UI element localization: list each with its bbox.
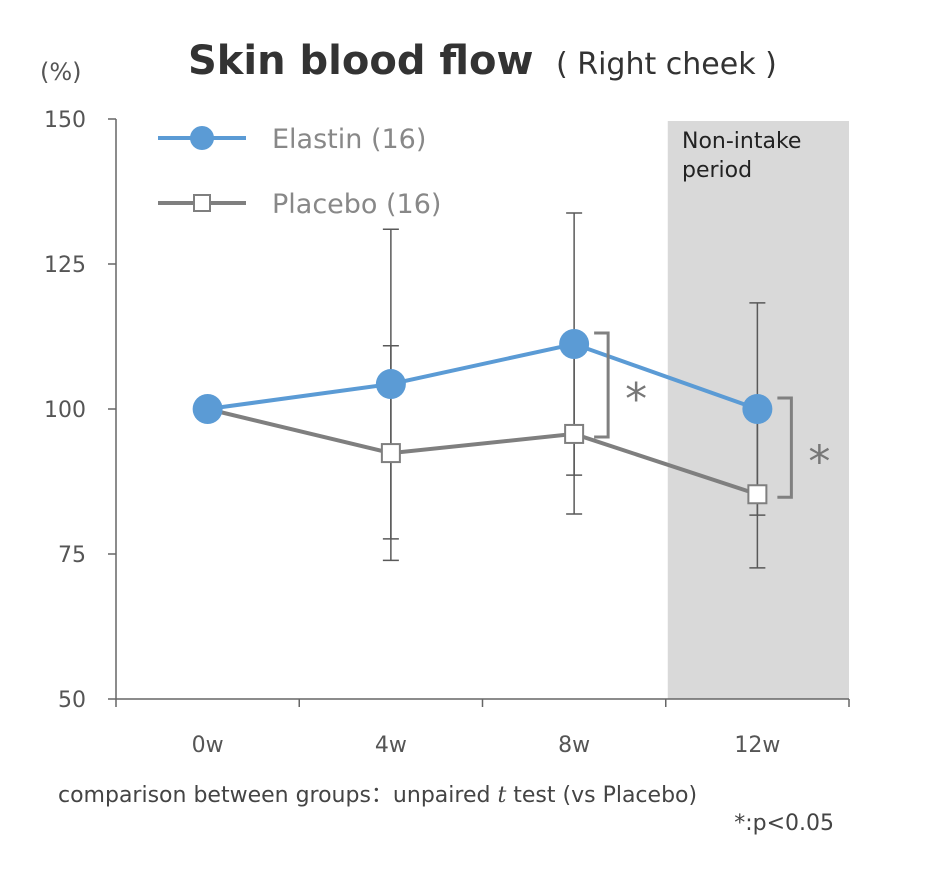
series-line-placebo <box>207 407 759 497</box>
significance-star: * <box>808 437 830 488</box>
legend-placebo-marker <box>193 194 211 212</box>
data-point-elastin <box>192 394 223 424</box>
significance-bracket <box>594 331 610 439</box>
x-tick-label: 12w <box>734 733 780 758</box>
legend-elastin-label: Elastin (16) <box>272 124 426 155</box>
legend-placebo-label: Placebo (16) <box>272 189 441 220</box>
series-line-elastin <box>207 341 759 411</box>
y-tick-label: 50 <box>58 688 86 713</box>
x-tick-label: 4w <box>375 733 407 758</box>
footnote-part: comparison between groups：unpaired <box>58 783 497 808</box>
footnote-test: comparison between groups：unpaired t tes… <box>58 783 697 808</box>
y-tick-label: 100 <box>44 398 86 423</box>
footnote-t: t <box>497 783 506 808</box>
data-point-elastin <box>742 394 773 424</box>
y-tick-label: 75 <box>58 543 86 568</box>
data-point-elastin <box>375 369 406 400</box>
data-point-placebo <box>564 423 585 444</box>
shaded-region-label-2: period <box>682 158 752 183</box>
y-tick-label: 150 <box>44 108 86 133</box>
x-tick-label: 8w <box>558 733 590 758</box>
footnote-significance: *:p<0.05 <box>734 811 834 836</box>
data-point-elastin <box>559 329 590 360</box>
legend-elastin-marker <box>190 126 214 150</box>
chart-title: Skin blood flow <box>188 38 533 84</box>
y-tick-label: 125 <box>44 253 86 278</box>
chart-subtitle: ( Right cheek ) <box>556 47 777 82</box>
y-axis-label: (%) <box>40 58 82 86</box>
footnote-part: test (vs Placebo) <box>506 783 697 808</box>
data-point-placebo <box>747 484 768 505</box>
significance-star: * <box>625 374 647 425</box>
x-tick-label: 0w <box>192 733 224 758</box>
shaded-region-label-1: Non-intake <box>682 129 801 154</box>
significance-bracket <box>777 396 793 499</box>
data-point-placebo <box>380 443 401 464</box>
